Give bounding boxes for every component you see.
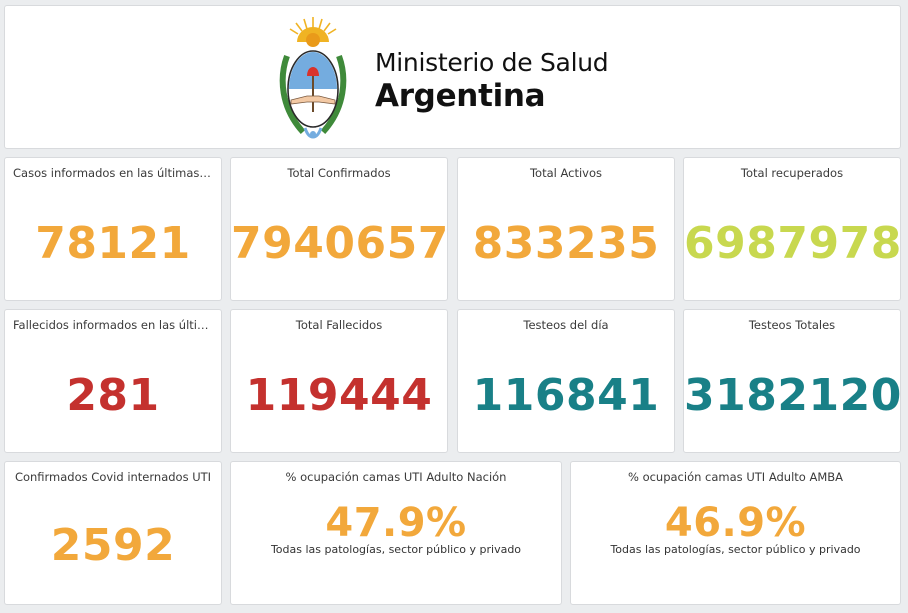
card-title: Testeos del día: [523, 318, 609, 332]
card-testeos-totales[interactable]: Testeos Totales 31821206: [683, 309, 901, 453]
ministry-name: Ministerio de Salud: [375, 48, 609, 77]
card-ocupacion-uti-nacion[interactable]: % ocupación camas UTI Adulto Nación 47.9…: [230, 461, 562, 605]
stat-value: 2592: [50, 520, 176, 571]
stat-value: 281: [66, 370, 160, 421]
country-name: Argentina: [375, 78, 546, 114]
card-fallecidos-ultimas-24h[interactable]: Fallecidos informados en las últim... 28…: [4, 309, 222, 453]
card-title: Fallecidos informados en las últim...: [13, 318, 213, 332]
card-title: % ocupación camas UTI Adulto AMBA: [627, 470, 844, 484]
card-title: % ocupación camas UTI Adulto Nación: [285, 470, 507, 484]
stat-subtitle: Todas las patologías, sector público y p…: [610, 543, 861, 556]
card-testeos-del-dia[interactable]: Testeos del día 116841: [457, 309, 675, 453]
card-title: Total Fallecidos: [295, 318, 383, 332]
card-title: Confirmados Covid internados UTI: [14, 470, 212, 484]
card-title: Total recuperados: [740, 166, 844, 180]
stat-value: 7940657: [231, 218, 448, 269]
stat-value: 47.9%: [325, 500, 467, 546]
card-title: Total Confirmados: [287, 166, 391, 180]
card-total-activos[interactable]: Total Activos 833235: [457, 157, 675, 301]
stat-value: 119444: [245, 370, 433, 421]
stat-value: 78121: [35, 218, 191, 269]
card-total-confirmados[interactable]: Total Confirmados 7940657: [230, 157, 448, 301]
stat-value: 6987978: [684, 218, 901, 269]
stat-value: 833235: [472, 218, 660, 269]
card-casos-ultimas-24h[interactable]: Casos informados en las últimas 2... 781…: [4, 157, 222, 301]
argentina-coat-of-arms-icon: [279, 17, 347, 139]
header-panel: Ministerio de Salud Argentina: [4, 5, 901, 149]
brand-title: Ministerio de Salud Argentina: [375, 48, 609, 114]
card-title: Casos informados en las últimas 2...: [13, 166, 213, 180]
stat-value: 31821206: [684, 370, 901, 421]
card-title: Total Activos: [529, 166, 603, 180]
card-total-fallecidos[interactable]: Total Fallecidos 119444: [230, 309, 448, 453]
stat-value: 46.9%: [664, 500, 807, 546]
stat-value: 116841: [472, 370, 660, 421]
card-ocupacion-uti-amba[interactable]: % ocupación camas UTI Adulto AMBA 46.9% …: [570, 461, 901, 605]
card-internados-uti[interactable]: Confirmados Covid internados UTI 2592: [4, 461, 222, 605]
stat-subtitle: Todas las patologías, sector público y p…: [270, 543, 522, 556]
card-title: Testeos Totales: [748, 318, 836, 332]
card-total-recuperados[interactable]: Total recuperados 6987978: [683, 157, 901, 301]
